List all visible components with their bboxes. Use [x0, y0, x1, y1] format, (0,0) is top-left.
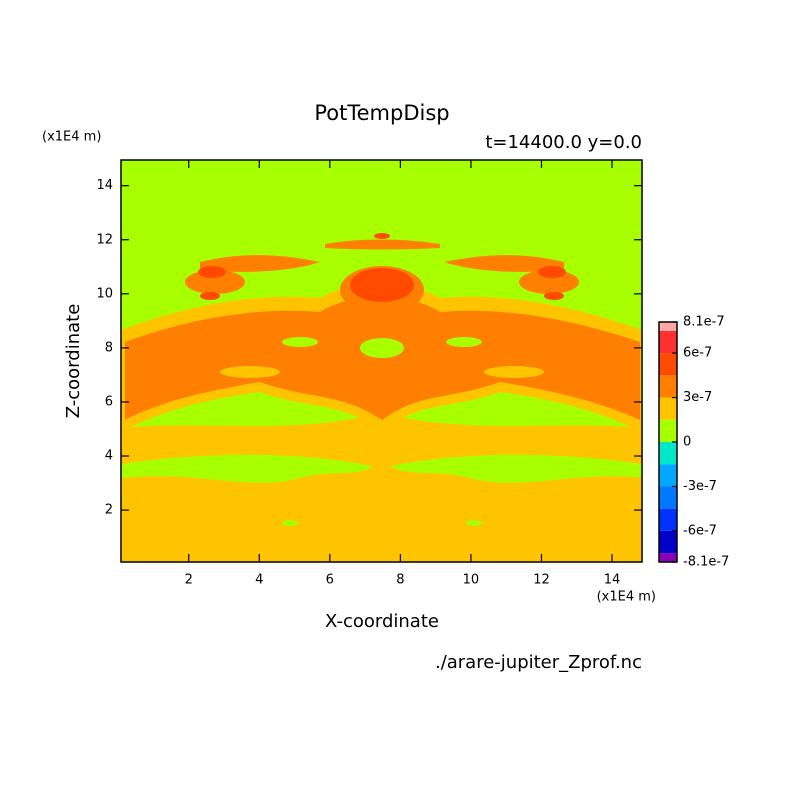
colorbar-tick-label: 8.1e-7: [683, 315, 725, 330]
contour-field: [121, 160, 642, 562]
contour-region: [185, 270, 245, 294]
contour-region: [446, 337, 482, 347]
y-tick-label: 2: [105, 503, 113, 518]
x-tick-label: 6: [326, 573, 334, 588]
contour-region: [519, 270, 579, 294]
source-file: ./arare-jupiter_Zprof.nc: [435, 652, 642, 673]
contour-region: [350, 268, 414, 302]
y-tick-label: 6: [105, 394, 113, 409]
y-axis-label: Z-coordinate: [63, 304, 84, 419]
colorbar-tick-label: -8.1e-7: [683, 555, 729, 570]
contour-region: [325, 239, 440, 250]
contour-region: [198, 266, 226, 278]
contour-region: [544, 292, 564, 300]
contour-region: [360, 338, 404, 358]
x-tick-label: 4: [255, 573, 263, 588]
contour-region: [282, 520, 298, 526]
contour-region: [121, 412, 642, 468]
plot-frame: [120, 159, 643, 563]
y-tick-label: 12: [96, 232, 113, 247]
colorbar-band: [659, 375, 677, 398]
contour-region: [466, 520, 482, 526]
chart-title: PotTempDisp: [314, 101, 449, 125]
contour-region: [484, 366, 544, 378]
colorbar-tick-label: 0: [683, 435, 691, 450]
colorbar-band: [659, 464, 677, 487]
colorbar-band: [659, 442, 677, 465]
contour-region: [538, 266, 566, 278]
x-tick-label: 10: [463, 573, 480, 588]
colorbar-band: [659, 419, 677, 442]
x-tick-label: 12: [533, 573, 550, 588]
contour-region: [374, 233, 390, 239]
x-tick-label: 8: [396, 573, 404, 588]
colorbar-band: [659, 353, 677, 376]
colorbar-tick-label: -3e-7: [683, 479, 717, 494]
colorbar-band: [659, 486, 677, 509]
colorbar-tick-label: -6e-7: [683, 523, 717, 538]
x-tick-label: 14: [604, 573, 621, 588]
contour-region: [220, 366, 280, 378]
contour-region: [200, 255, 320, 272]
chart-subtitle: t=14400.0 y=0.0: [485, 132, 642, 153]
colorbar-band: [659, 322, 677, 331]
contour-region: [200, 292, 220, 300]
y-tick-label: 14: [96, 178, 113, 193]
contour-region: [282, 337, 318, 347]
x-axis-label: X-coordinate: [325, 611, 439, 632]
contour-region: [121, 460, 642, 562]
colorbar-band: [659, 508, 677, 531]
colorbar-tick-label: 6e-7: [683, 346, 712, 361]
y-unit: (x1E4 m): [42, 130, 101, 145]
x-tick-label: 2: [185, 573, 193, 588]
colorbar-band: [659, 553, 677, 562]
y-tick-label: 8: [105, 340, 113, 355]
y-tick-label: 10: [96, 286, 113, 301]
colorbar-tick-label: 3e-7: [683, 390, 712, 405]
colorbar-band: [659, 397, 677, 420]
contour-region: [125, 297, 640, 420]
contour-region: [444, 255, 564, 272]
colorbar-band: [659, 330, 677, 354]
x-unit: (x1E4 m): [597, 590, 656, 605]
y-tick-label: 4: [105, 449, 113, 464]
colorbar-band: [659, 530, 677, 554]
